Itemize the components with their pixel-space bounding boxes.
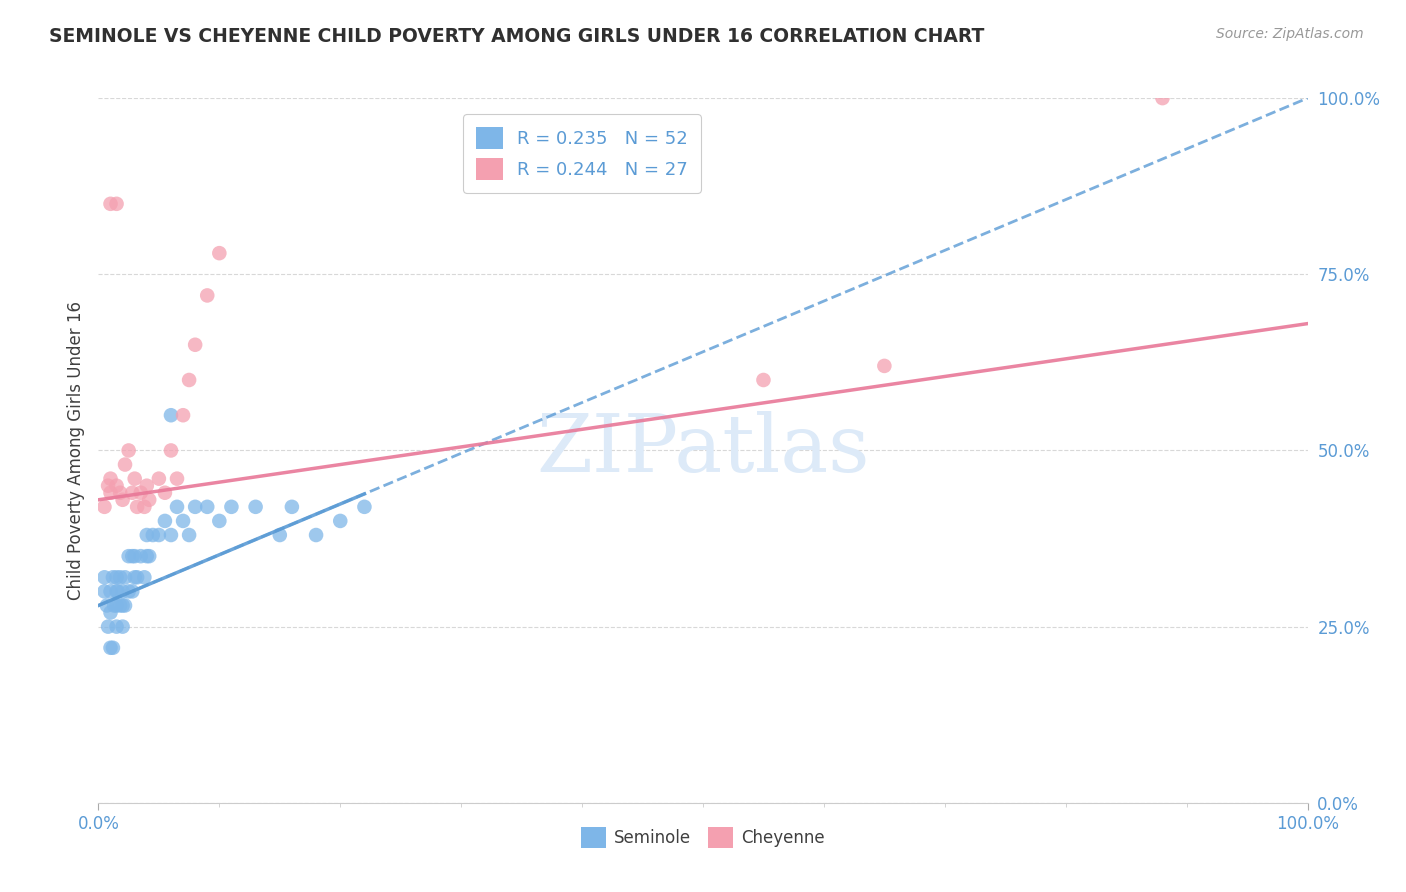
Point	[97, 619, 120, 633]
Point	[108, 485, 131, 500]
Point	[221, 500, 243, 514]
Point	[93, 570, 115, 584]
Point	[127, 570, 149, 584]
Point	[129, 485, 152, 500]
Point	[114, 599, 136, 613]
Point	[129, 549, 152, 564]
Point	[111, 584, 134, 599]
Point	[103, 599, 125, 613]
Point	[148, 472, 170, 486]
Point	[93, 584, 115, 599]
Point	[121, 549, 143, 564]
Point	[873, 359, 896, 373]
Point	[195, 288, 218, 302]
Point	[135, 478, 157, 492]
Point	[111, 492, 134, 507]
Point	[179, 373, 201, 387]
Point	[138, 549, 160, 564]
Point	[138, 492, 160, 507]
Point	[114, 458, 136, 472]
Point	[124, 472, 146, 486]
Point	[179, 528, 201, 542]
Point	[114, 570, 136, 584]
Point	[208, 246, 231, 260]
Point	[100, 197, 122, 211]
Text: ZIPatlas: ZIPatlas	[536, 411, 870, 490]
Point	[118, 549, 141, 564]
Point	[134, 500, 156, 514]
Legend: Seminole, Cheyenne: Seminole, Cheyenne	[574, 821, 832, 855]
Point	[160, 408, 183, 422]
Point	[121, 485, 143, 500]
Text: SEMINOLE VS CHEYENNE CHILD POVERTY AMONG GIRLS UNDER 16 CORRELATION CHART: SEMINOLE VS CHEYENNE CHILD POVERTY AMONG…	[49, 27, 984, 45]
Point	[100, 472, 122, 486]
Point	[101, 570, 124, 584]
Point	[172, 408, 194, 422]
Point	[172, 514, 194, 528]
Point	[166, 500, 188, 514]
Point	[96, 599, 118, 613]
Point	[134, 570, 156, 584]
Point	[142, 528, 165, 542]
Text: Source: ZipAtlas.com: Source: ZipAtlas.com	[1216, 27, 1364, 41]
Point	[124, 570, 146, 584]
Point	[195, 500, 218, 514]
Point	[100, 606, 122, 620]
Point	[93, 500, 115, 514]
Point	[107, 584, 129, 599]
Point	[100, 640, 122, 655]
Point	[105, 197, 128, 211]
Point	[121, 584, 143, 599]
Point	[208, 514, 231, 528]
Point	[353, 500, 375, 514]
Y-axis label: Child Poverty Among Girls Under 16: Child Poverty Among Girls Under 16	[66, 301, 84, 600]
Point	[118, 584, 141, 599]
Point	[111, 599, 134, 613]
Point	[127, 500, 149, 514]
Point	[153, 485, 176, 500]
Point	[100, 584, 122, 599]
Point	[105, 478, 128, 492]
Point	[269, 528, 291, 542]
Point	[245, 500, 267, 514]
Point	[160, 528, 183, 542]
Point	[105, 570, 128, 584]
Point	[124, 549, 146, 564]
Point	[1152, 91, 1174, 105]
Point	[118, 443, 141, 458]
Point	[160, 443, 183, 458]
Point	[148, 528, 170, 542]
Point	[105, 584, 128, 599]
Point	[108, 570, 131, 584]
Point	[135, 528, 157, 542]
Point	[329, 514, 352, 528]
Point	[111, 619, 134, 633]
Point	[166, 472, 188, 486]
Point	[105, 599, 128, 613]
Point	[108, 599, 131, 613]
Point	[105, 619, 128, 633]
Point	[184, 500, 207, 514]
Point	[305, 528, 328, 542]
Point	[153, 514, 176, 528]
Point	[135, 549, 157, 564]
Point	[100, 485, 122, 500]
Point	[184, 338, 207, 352]
Point	[281, 500, 304, 514]
Point	[101, 640, 124, 655]
Point	[752, 373, 775, 387]
Point	[97, 478, 120, 492]
